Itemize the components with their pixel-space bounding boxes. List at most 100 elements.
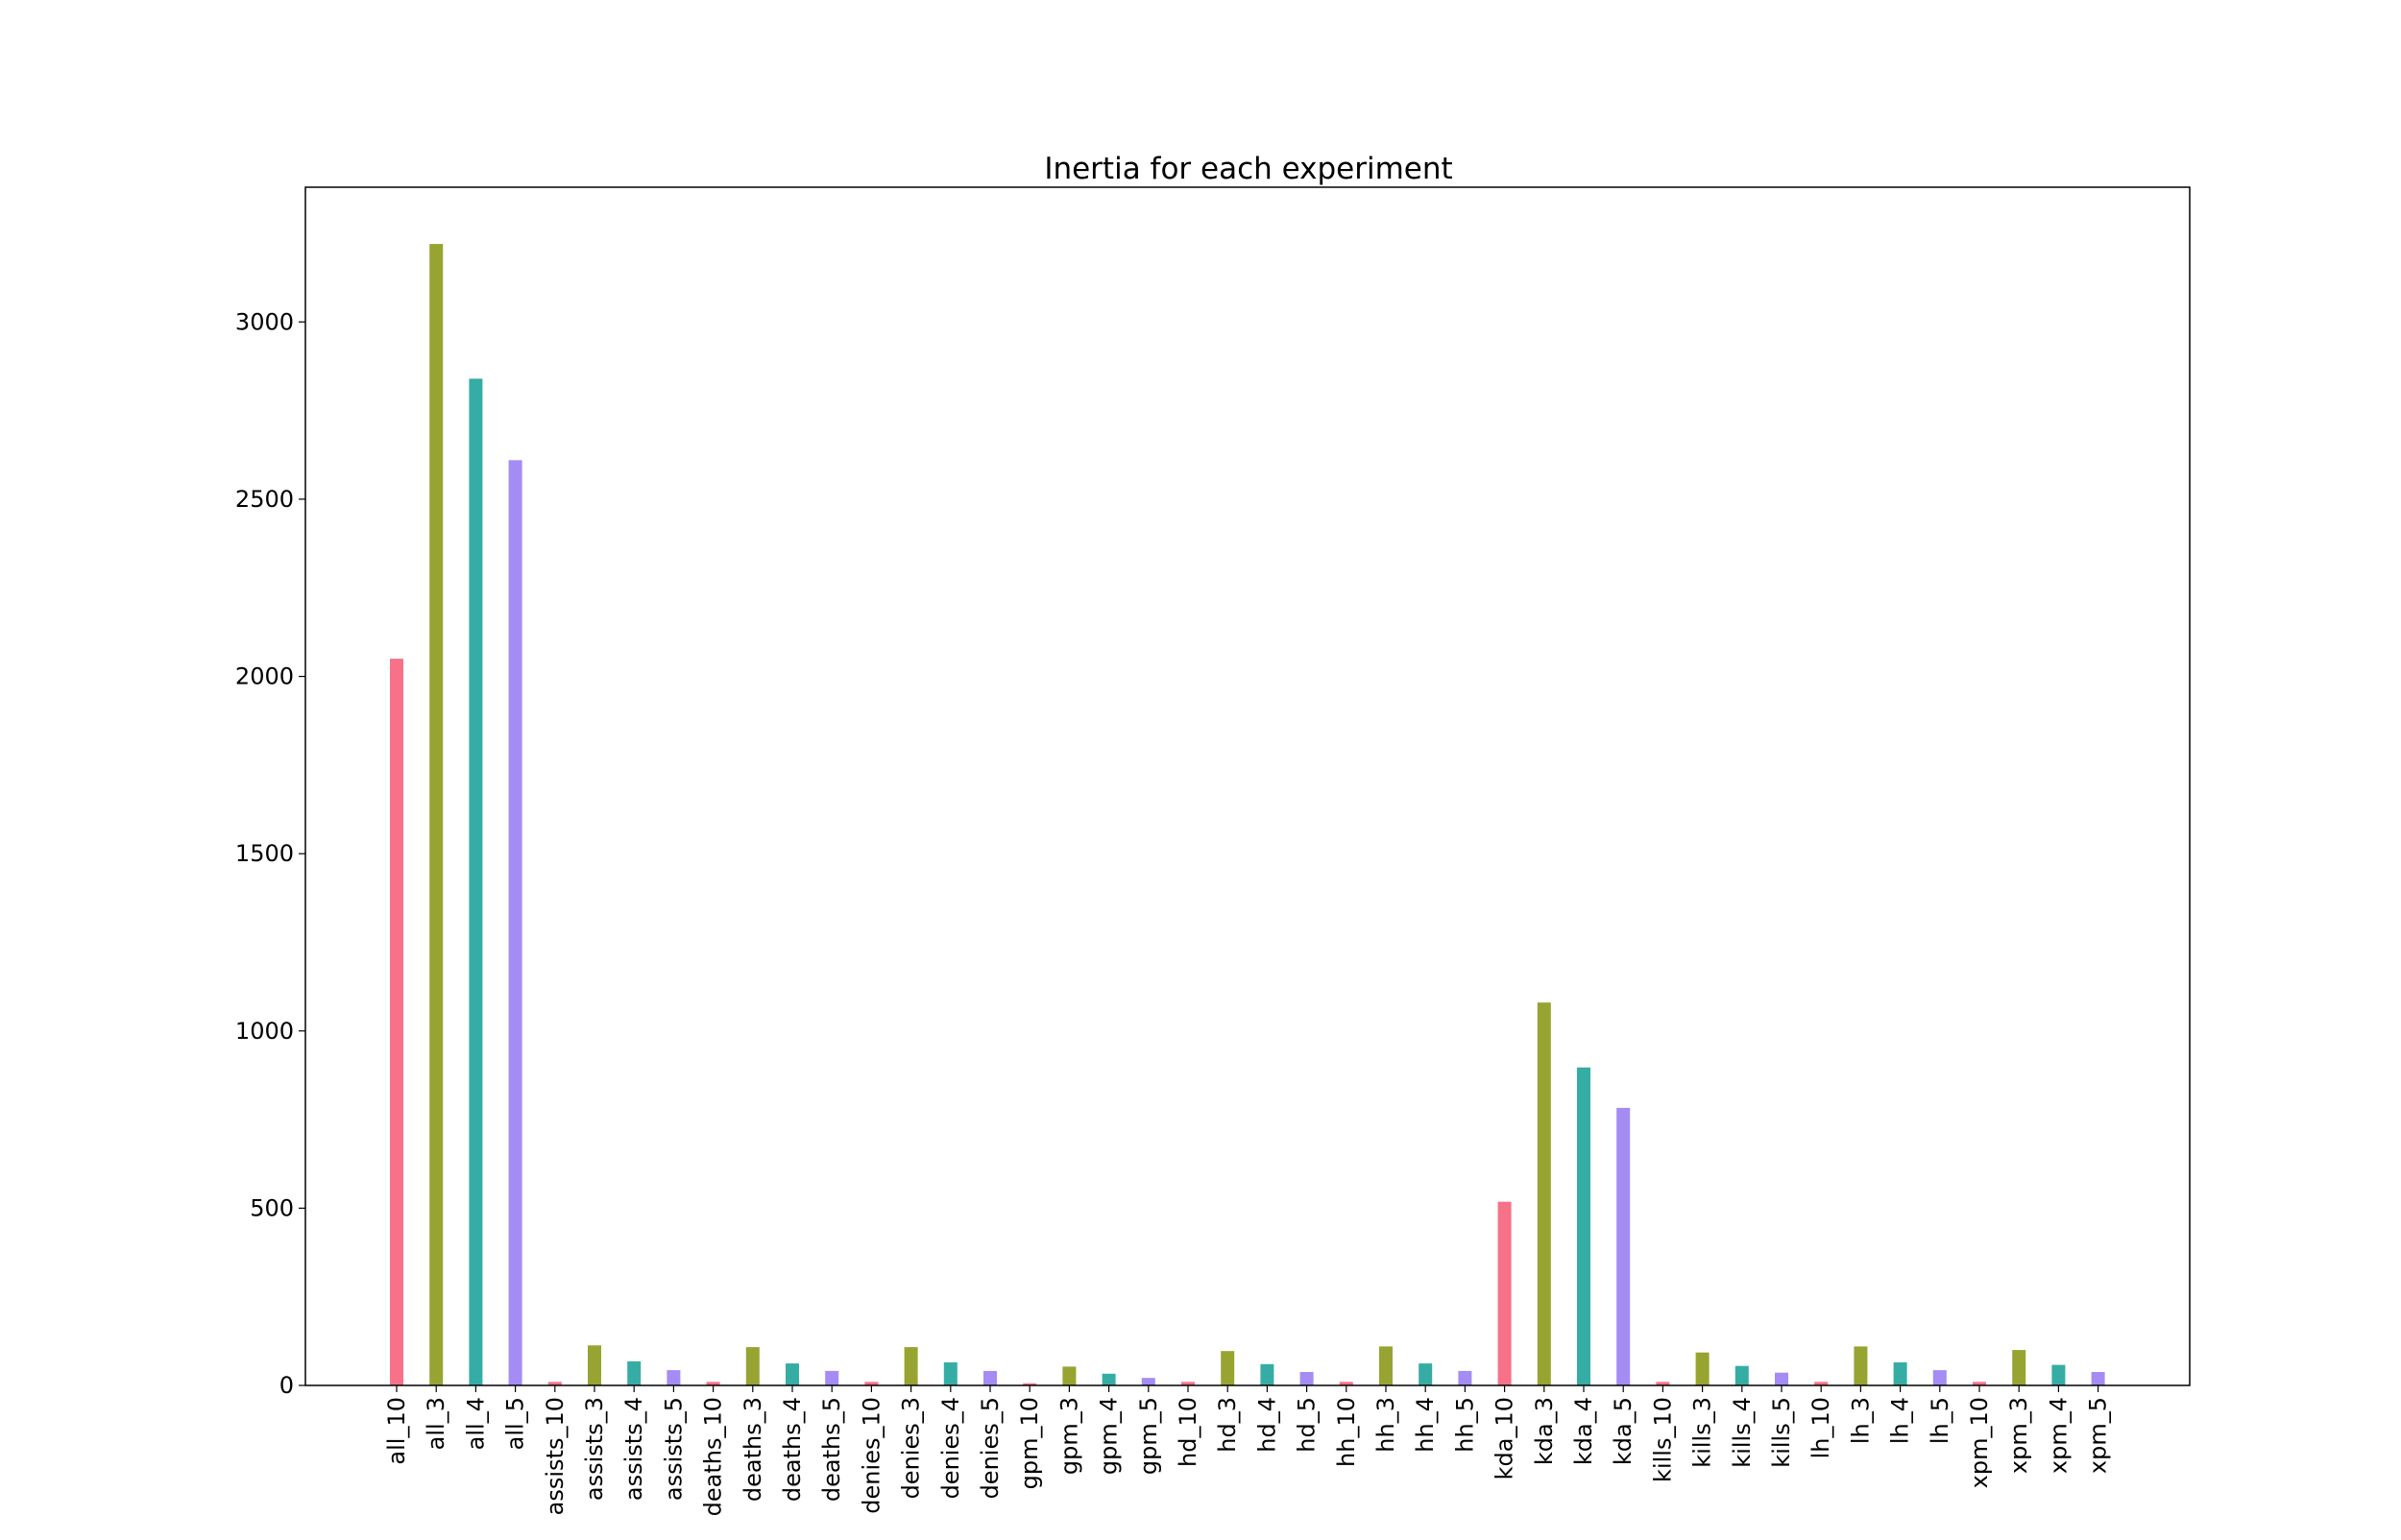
x-tick-label: gpm_3 (1055, 1397, 1082, 1475)
x-tick-label: kda_4 (1570, 1397, 1597, 1465)
x-tick-label: kda_5 (1610, 1397, 1637, 1465)
bar-deaths_3 (745, 1347, 760, 1385)
x-tick-label: denies_5 (977, 1397, 1004, 1499)
x-tick-label: kda_3 (1531, 1397, 1558, 1465)
bar-xpm_5 (2091, 1372, 2105, 1385)
x-tick-label: gpm_10 (1016, 1397, 1043, 1489)
x-tick-label: xpm_4 (2045, 1397, 2072, 1474)
bar-all_3 (429, 244, 444, 1386)
x-tick-label: kills_10 (1649, 1397, 1676, 1482)
bar-hd_3 (1221, 1351, 1235, 1385)
x-tick-label: assists_10 (542, 1397, 569, 1515)
bar-denies_3 (904, 1347, 918, 1385)
x-tick-label: gpm_4 (1096, 1397, 1123, 1475)
x-tick-label: kills_4 (1729, 1397, 1756, 1468)
y-tick-label: 1000 (235, 1018, 294, 1045)
bar-xpm_4 (2051, 1364, 2066, 1385)
x-tick-label: lh_3 (1847, 1397, 1874, 1444)
bars-layer (390, 244, 2105, 1386)
bar-all_10 (390, 659, 403, 1385)
bar-deaths_10 (706, 1382, 720, 1385)
bar-hh_10 (1339, 1382, 1353, 1385)
x-tick-label: assists_3 (581, 1397, 608, 1501)
x-tick-label: deaths_5 (818, 1397, 845, 1502)
x-tick-label: hh_3 (1372, 1397, 1399, 1453)
bar-hd_10 (1181, 1382, 1195, 1385)
bar-hd_5 (1299, 1372, 1314, 1385)
bar-lh_5 (1932, 1370, 1947, 1385)
x-tick-label: xpm_3 (2005, 1397, 2032, 1474)
bar-denies_5 (983, 1370, 997, 1385)
bar-all_5 (508, 460, 522, 1385)
x-tick-label: hh_4 (1412, 1397, 1439, 1453)
bar-hd_4 (1260, 1363, 1274, 1385)
x-tick-label: hd_4 (1253, 1397, 1280, 1453)
bar-lh_4 (1893, 1362, 1907, 1385)
x-tick-label: denies_4 (937, 1397, 964, 1499)
bar-kills_5 (1775, 1372, 1788, 1385)
bar-hh_3 (1379, 1346, 1393, 1385)
x-tick-label: hd_3 (1214, 1397, 1241, 1453)
bar-hh_4 (1419, 1363, 1433, 1385)
bar-kda_10 (1497, 1201, 1512, 1385)
x-tick-label: lh_10 (1807, 1397, 1834, 1458)
x-tick-label: all_3 (423, 1397, 449, 1450)
x-tick-label: xpm_5 (2085, 1397, 2112, 1474)
y-tick-label: 2500 (235, 486, 294, 513)
x-tick-label: hd_5 (1294, 1397, 1321, 1453)
chart-title: Inertia for each experiment (1044, 152, 1452, 186)
x-tick-label: kda_10 (1492, 1397, 1518, 1480)
x-tick-label: deaths_4 (779, 1397, 806, 1502)
plot-frame (304, 186, 2191, 1386)
x-tick-label: all_5 (502, 1397, 529, 1450)
x-tick-label: assists_4 (620, 1397, 647, 1501)
x-tick-label: hh_10 (1333, 1397, 1360, 1467)
bar-assists_10 (547, 1382, 562, 1385)
bar-assists_4 (627, 1360, 642, 1385)
bar-hh_5 (1458, 1370, 1472, 1385)
x-tick-label: all_10 (383, 1397, 410, 1465)
x-tick-label: xpm_10 (1966, 1397, 1993, 1488)
y-axis: 0 500 1000 1500 2000 2500 3000 (235, 308, 305, 1399)
x-axis: all_10 all_3 all_4 all_5 assists_10 assists_3… (383, 1385, 2112, 1516)
x-tick-label: deaths_3 (740, 1397, 766, 1502)
bar-deaths_4 (786, 1363, 799, 1385)
x-tick-label: hd_10 (1175, 1397, 1201, 1467)
bar-kda_5 (1616, 1107, 1631, 1385)
x-tick-label: all_4 (462, 1397, 489, 1450)
bar-assists_5 (667, 1370, 681, 1385)
bar-all_4 (469, 378, 483, 1385)
x-tick-label: assists_5 (660, 1397, 687, 1501)
y-tick-label: 3000 (235, 308, 294, 335)
x-tick-label: denies_3 (898, 1397, 925, 1499)
bar-gpm_10 (1023, 1383, 1037, 1385)
bar-denies_4 (943, 1362, 958, 1385)
bar-deaths_5 (825, 1370, 839, 1385)
bar-gpm_5 (1141, 1378, 1155, 1385)
bar-kills_10 (1656, 1382, 1670, 1385)
bar-xpm_3 (2012, 1350, 2026, 1385)
y-tick-label: 2000 (235, 663, 294, 690)
bar-kills_3 (1695, 1352, 1710, 1385)
bar-denies_10 (864, 1382, 879, 1385)
x-tick-label: kills_3 (1689, 1397, 1716, 1468)
bar-lh_10 (1814, 1382, 1829, 1385)
x-tick-label: kills_5 (1768, 1397, 1795, 1468)
bar-gpm_4 (1102, 1373, 1116, 1385)
y-tick-label: 0 (279, 1372, 294, 1399)
x-tick-label: lh_5 (1927, 1397, 1953, 1444)
bar-kills_4 (1734, 1365, 1749, 1385)
bar-lh_3 (1854, 1346, 1868, 1385)
y-tick-label: 500 (250, 1194, 294, 1221)
x-tick-label: lh_4 (1887, 1397, 1914, 1444)
bar-xpm_10 (1973, 1382, 1986, 1385)
bar-kda_3 (1537, 1002, 1551, 1385)
x-tick-label: hh_5 (1451, 1397, 1478, 1453)
x-tick-label: deaths_10 (700, 1397, 727, 1516)
y-tick-label: 1500 (235, 840, 294, 867)
x-tick-label: denies_10 (858, 1397, 885, 1514)
bar-gpm_3 (1062, 1366, 1077, 1385)
